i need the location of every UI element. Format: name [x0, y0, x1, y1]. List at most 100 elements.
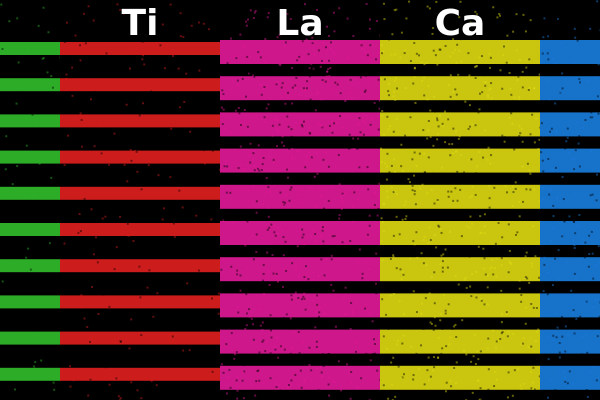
noise-speck	[426, 62, 428, 64]
stripe-band	[220, 112, 380, 136]
noise-speck	[482, 157, 484, 159]
noise-speck	[501, 236, 503, 238]
noise-speck	[276, 337, 278, 339]
noise-speck	[419, 153, 421, 155]
noise-speck	[266, 341, 268, 343]
noise-speck	[321, 376, 323, 378]
noise-speck	[547, 141, 549, 143]
noise-speck	[247, 126, 249, 128]
noise-speck	[243, 397, 245, 399]
noise-speck	[342, 241, 344, 243]
noise-speck	[440, 228, 442, 230]
noise-speck	[210, 117, 212, 119]
noise-speck	[586, 394, 588, 396]
noise-speck	[18, 88, 20, 90]
noise-speck	[72, 181, 74, 183]
noise-speck	[312, 68, 314, 70]
noise-speck	[284, 241, 286, 243]
noise-speck	[135, 183, 137, 185]
noise-speck	[246, 312, 248, 314]
noise-speck	[91, 286, 93, 288]
noise-speck	[331, 132, 333, 134]
noise-speck	[276, 83, 278, 85]
noise-speck	[262, 88, 264, 90]
noise-speck	[302, 341, 304, 343]
noise-speck	[572, 312, 574, 314]
noise-speck	[419, 187, 421, 189]
noise-speck	[442, 271, 444, 273]
noise-speck	[399, 300, 401, 302]
noise-speck	[421, 252, 423, 254]
noise-speck	[266, 107, 268, 109]
noise-speck	[156, 236, 158, 238]
stripe-band	[0, 295, 60, 308]
noise-speck	[113, 133, 115, 135]
noise-speck	[591, 231, 593, 233]
noise-speck	[546, 337, 548, 339]
noise-speck	[463, 350, 465, 352]
noise-speck	[519, 288, 521, 290]
noise-speck	[510, 112, 512, 114]
noise-speck	[441, 167, 443, 169]
noise-speck	[353, 84, 355, 86]
noise-speck	[477, 391, 479, 393]
noise-speck	[561, 316, 563, 318]
noise-speck	[230, 387, 232, 389]
noise-speck	[329, 67, 331, 69]
noise-speck	[366, 260, 368, 262]
noise-speck	[303, 121, 305, 123]
noise-speck	[517, 74, 519, 76]
noise-speck	[301, 298, 303, 300]
noise-speck	[363, 134, 365, 136]
noise-speck	[360, 131, 362, 133]
noise-speck	[291, 136, 293, 138]
noise-speck	[267, 207, 269, 209]
noise-speck	[171, 175, 173, 177]
noise-speck	[390, 258, 392, 260]
noise-speck	[263, 264, 265, 266]
noise-speck	[314, 326, 316, 328]
noise-speck	[584, 119, 586, 121]
noise-speck	[305, 309, 307, 311]
noise-speck	[91, 208, 93, 210]
noise-speck	[348, 369, 350, 371]
noise-speck	[445, 310, 447, 312]
noise-speck	[492, 273, 494, 275]
noise-speck	[230, 266, 232, 268]
noise-speck	[286, 355, 288, 357]
noise-speck	[459, 189, 461, 191]
noise-speck	[331, 185, 333, 187]
stripe-band	[380, 112, 540, 136]
noise-speck	[431, 276, 433, 278]
noise-speck	[433, 96, 435, 98]
noise-speck	[227, 62, 229, 64]
noise-speck	[365, 75, 367, 77]
noise-speck	[89, 341, 91, 343]
noise-speck	[506, 311, 508, 313]
noise-speck	[322, 353, 324, 355]
noise-speck	[270, 329, 272, 331]
noise-speck	[520, 343, 522, 345]
noise-speck	[322, 240, 324, 242]
noise-speck	[22, 287, 24, 289]
noise-speck	[488, 147, 490, 149]
noise-speck	[508, 61, 510, 63]
noise-speck	[528, 169, 530, 171]
noise-speck	[510, 88, 512, 90]
noise-speck	[353, 266, 355, 268]
noise-speck	[368, 250, 370, 252]
noise-speck	[126, 104, 128, 106]
noise-speck	[374, 102, 376, 104]
noise-speck	[342, 126, 344, 128]
noise-speck	[377, 147, 379, 149]
noise-speck	[541, 250, 543, 252]
noise-speck	[475, 296, 477, 298]
ti-map-panel: Ti	[60, 0, 220, 400]
noise-speck	[82, 214, 84, 216]
noise-speck	[295, 77, 297, 79]
noise-speck	[567, 128, 569, 130]
noise-speck	[259, 84, 261, 86]
noise-speck	[469, 216, 471, 218]
noise-speck	[117, 148, 119, 150]
noise-speck	[102, 146, 104, 148]
